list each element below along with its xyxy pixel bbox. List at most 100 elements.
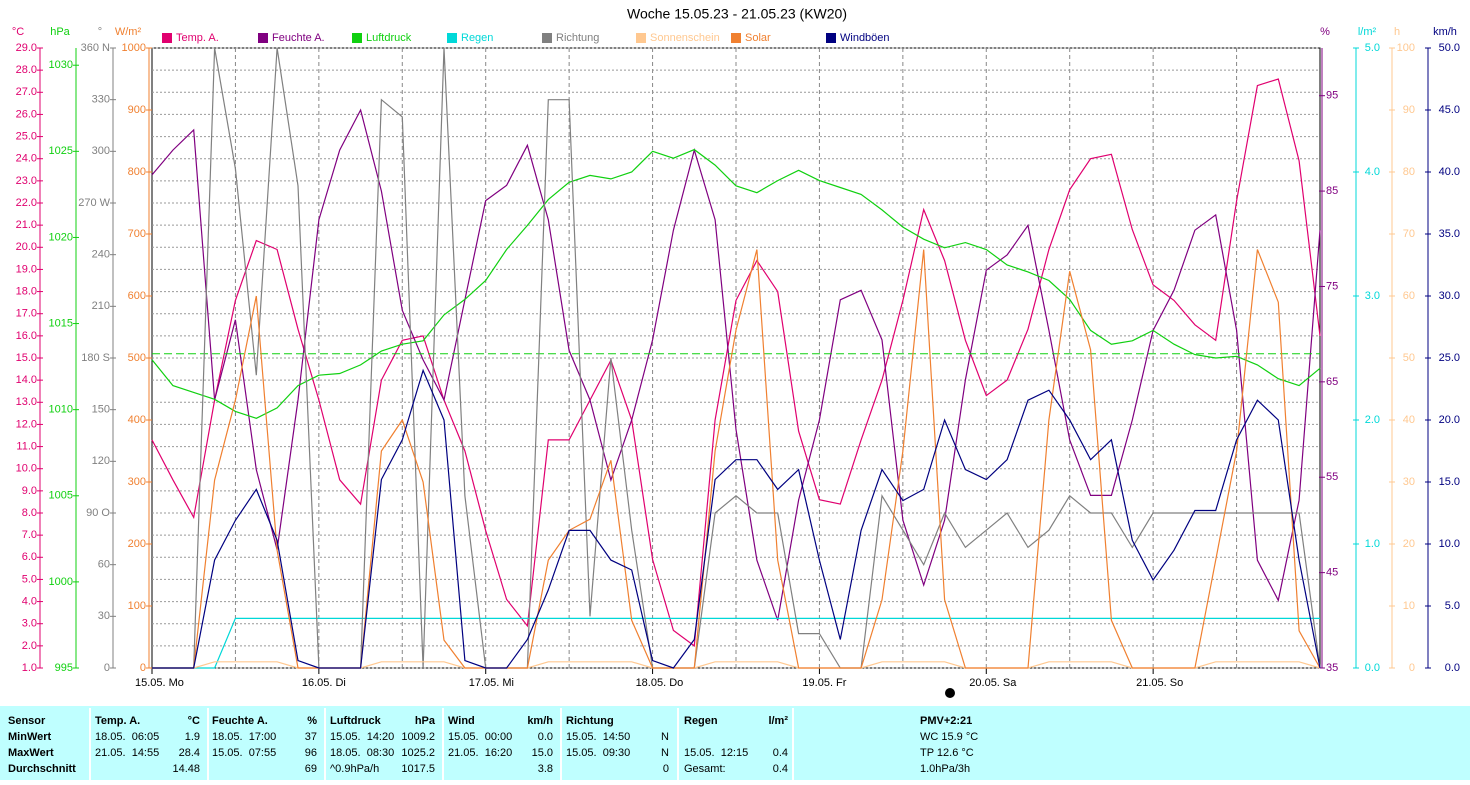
series-line	[151, 78, 1321, 648]
group-name: Luftdruck	[330, 715, 382, 727]
group-unit: hPa	[415, 715, 436, 727]
y-tick-label: 28.0	[16, 64, 37, 76]
axis-unit: l/m²	[1358, 26, 1377, 38]
y-tick-label: 50.0	[1439, 42, 1460, 54]
y-tick-label: 5.0	[22, 573, 37, 585]
axis-unit: °C	[12, 26, 24, 38]
legend-label: Windböen	[840, 32, 890, 44]
y-tick-label: 0.0	[1365, 662, 1380, 674]
y-tick-label: 30.0	[1439, 290, 1460, 302]
y-tick-label: 45.0	[1439, 104, 1460, 116]
y-tick-label: 100	[128, 600, 146, 612]
row-label: MaxWert	[8, 747, 54, 759]
y-tick-label: 700	[128, 228, 146, 240]
y-tick-label: 3.0	[1365, 290, 1380, 302]
axis-unit: %	[1320, 26, 1330, 38]
cell-value: 0.0	[538, 731, 553, 743]
y-tick-label: 27.0	[16, 86, 37, 98]
group-name: Temp. A.	[95, 715, 140, 727]
y-tick-label: 12.0	[16, 418, 37, 430]
y-tick-label: 400	[128, 414, 146, 426]
y-tick-label: 26.0	[16, 108, 37, 120]
cell-value: 1009.2	[401, 731, 435, 743]
y-tick-label: 15.0	[1439, 476, 1460, 488]
y-tick-label: 1010	[49, 404, 73, 416]
series-line	[151, 108, 1321, 621]
y-tick-label: 1.0	[1365, 538, 1380, 550]
y-tick-label: 180 S	[81, 352, 110, 364]
y-tick-label: 3.0	[22, 618, 37, 630]
y-tick-label: 300	[92, 145, 110, 157]
cell-value: 0	[663, 763, 669, 775]
pmv-title: PMV+2:21	[920, 715, 972, 727]
y-tick-label: 30	[98, 610, 110, 622]
series-line	[151, 148, 1321, 419]
y-tick-label: 15.0	[16, 352, 37, 364]
legend-label: Solar	[745, 32, 771, 44]
cell-value: 15.0	[532, 747, 553, 759]
cell-text: 21.05. 14:55	[95, 747, 159, 759]
cell-value: 96	[305, 747, 317, 759]
y-tick-label: 4.0	[1365, 166, 1380, 178]
y-tick-label: 0.0	[1445, 662, 1460, 674]
cell-text: 15.05. 09:30	[566, 747, 630, 759]
y-tick-label: 13.0	[16, 396, 37, 408]
x-tick-label: 15.05. Mo	[135, 677, 184, 689]
y-tick-label: 1000	[122, 42, 146, 54]
y-tick-label: 22.0	[16, 197, 37, 209]
cell-value: N	[661, 747, 669, 759]
y-tick-label: 2.0	[1365, 414, 1380, 426]
y-tick-label: 150	[92, 404, 110, 416]
y-tick-label: 35	[1326, 662, 1338, 674]
cell-value: 37	[305, 731, 317, 743]
cell-text: 15.05. 00:00	[448, 731, 512, 743]
y-tick-label: 995	[55, 662, 73, 674]
y-tick-label: 25.0	[16, 130, 37, 142]
table-header: Sensor	[8, 715, 46, 727]
legend-swatch	[826, 33, 836, 43]
y-tick-label: 300	[128, 476, 146, 488]
group-unit: km/h	[527, 715, 553, 727]
y-tick-label: 17.0	[16, 308, 37, 320]
y-tick-label: 90 O	[86, 507, 110, 519]
y-tick-label: 45	[1326, 567, 1338, 579]
y-tick-label: 30	[1403, 476, 1415, 488]
legend-label: Temp. A.	[176, 32, 219, 44]
legend-swatch	[542, 33, 552, 43]
y-tick-label: 35.0	[1439, 228, 1460, 240]
axis-unit: km/h	[1433, 26, 1457, 38]
legend-label: Luftdruck	[366, 32, 412, 44]
y-tick-label: 60	[1403, 290, 1415, 302]
cell-text: 18.05. 17:00	[212, 731, 276, 743]
y-tick-label: 19.0	[16, 263, 37, 275]
y-tick-label: 21.0	[16, 219, 37, 231]
y-tick-label: 7.0	[22, 529, 37, 541]
cell-text: 15.05. 12:15	[684, 747, 748, 759]
y-tick-label: 120	[92, 455, 110, 467]
y-tick-label: 0	[140, 662, 146, 674]
y-tick-label: 5.0	[1445, 600, 1460, 612]
cell-value: 28.4	[179, 747, 200, 759]
y-tick-label: 20.0	[16, 241, 37, 253]
y-tick-label: 60	[98, 559, 110, 571]
y-tick-label: 23.0	[16, 175, 37, 187]
group-name: Regen	[684, 715, 718, 727]
y-tick-label: 8.0	[22, 507, 37, 519]
row-label: Durchschnitt	[8, 763, 76, 775]
y-tick-label: 20	[1403, 538, 1415, 550]
y-tick-label: 240	[92, 249, 110, 261]
axis-unit: hPa	[50, 26, 70, 38]
y-tick-label: 55	[1326, 471, 1338, 483]
x-tick-label: 20.05. Sa	[969, 677, 1017, 689]
y-tick-label: 25.0	[1439, 352, 1460, 364]
y-tick-label: 200	[128, 538, 146, 550]
y-tick-label: 900	[128, 104, 146, 116]
y-tick-label: 2.0	[22, 640, 37, 652]
y-tick-label: 1.0	[22, 662, 37, 674]
y-tick-label: 6.0	[22, 551, 37, 563]
y-tick-label: 0	[1409, 662, 1415, 674]
y-tick-label: 1020	[49, 231, 73, 243]
group-unit: l/m²	[768, 715, 788, 727]
y-tick-label: 40	[1403, 414, 1415, 426]
cell-text: ^0.9hPa/h	[330, 763, 379, 775]
